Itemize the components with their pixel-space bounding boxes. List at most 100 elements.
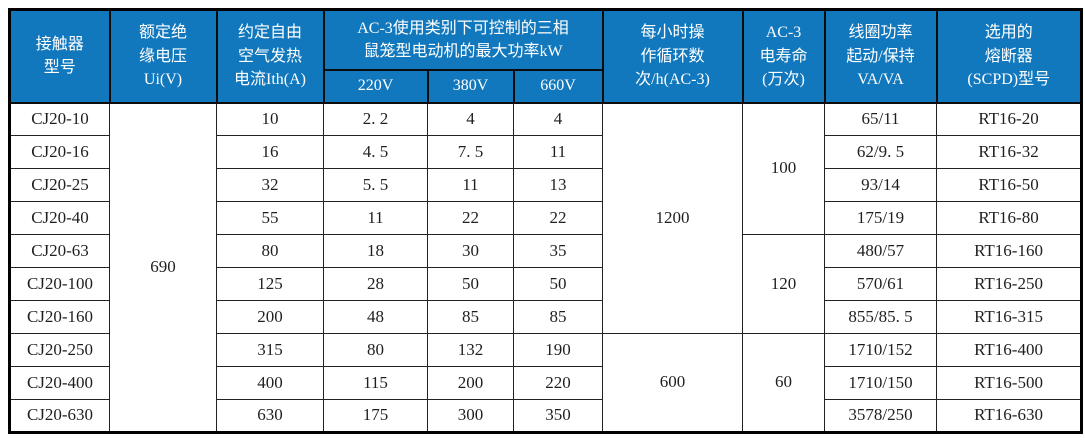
coil-power-cell: 62/9. 5 [824,135,938,169]
power-660-cell: 220 [512,366,604,400]
fuse-cell: RT16-400 [936,333,1083,367]
power-220-cell: 175 [323,399,428,433]
model-cell: CJ20-63 [9,234,110,268]
table-row: CJ20-250 315 80 132 190 600 60 1710/152 … [9,333,1083,433]
header-380v: 380V [426,68,515,104]
cycles-cell: 600 [602,333,744,433]
model-cell: CJ20-10 [9,102,110,136]
power-220-cell: 4. 5 [323,135,428,169]
table-row: CJ20-630 630 175 300 350 3578/250 RT16-6… [9,399,1083,433]
table-row: CJ20-40 55 11 22 22 175/19 RT16-80 [9,201,1083,235]
table-row: CJ20-400 400 115 200 220 1710/150 RT16-5… [9,366,1083,400]
header-model: 接触器 型号 [8,8,111,104]
power-220-cell: 2. 2 [323,102,428,136]
fuse-cell: RT16-630 [936,399,1083,433]
power-380-cell: 85 [427,300,514,334]
fuse-cell: RT16-160 [936,234,1083,268]
fuse-cell: RT16-250 [936,267,1083,301]
power-660-cell: 11 [512,135,604,169]
thermal-current-cell: 125 [216,267,324,301]
fuse-cell: RT16-500 [936,366,1083,400]
life-cell: 100 [742,102,826,235]
header-coil-power: 线圈功率 起动/保持 VA/VA [823,8,938,104]
header-fuse: 选用的 熔断器 (SCPD)型号 [935,8,1083,104]
model-cell: CJ20-40 [9,201,110,235]
fuse-cell: RT16-32 [936,135,1083,169]
thermal-current-cell: 16 [216,135,324,169]
table-header: 接触器 型号 额定绝 缘电压 Ui(V) 约定自由 空气发热 电流Ith(A) … [8,8,1083,104]
power-220-cell: 48 [323,300,428,334]
coil-power-cell: 3578/250 [824,399,938,433]
power-380-cell: 11 [427,168,514,202]
power-380-cell: 7. 5 [427,135,514,169]
power-660-cell: 350 [512,399,604,433]
thermal-current-cell: 32 [216,168,324,202]
model-cell: CJ20-16 [9,135,110,169]
coil-power-cell: 175/19 [824,201,938,235]
power-380-cell: 132 [427,333,514,367]
thermal-current-cell: 630 [216,399,324,433]
table-row: CJ20-63 80 18 30 35 120 480/57 RT16-160 [9,234,1083,334]
coil-power-cell: 65/11 [824,102,938,136]
power-380-cell: 200 [427,366,514,400]
thermal-current-cell: 315 [216,333,324,367]
fuse-cell: RT16-50 [936,168,1083,202]
power-220-cell: 5. 5 [323,168,428,202]
coil-power-cell: 855/85. 5 [824,300,938,334]
model-cell: CJ20-25 [9,168,110,202]
power-220-cell: 18 [323,234,428,268]
cycles-cell: 1200 [602,102,744,334]
thermal-current-cell: 55 [216,201,324,235]
power-660-cell: 13 [512,168,604,202]
contactor-spec-table: 接触器 型号 额定绝 缘电压 Ui(V) 约定自由 空气发热 电流Ith(A) … [8,8,1084,434]
power-220-cell: 80 [323,333,428,367]
fuse-cell: RT16-80 [936,201,1083,235]
thermal-current-cell: 400 [216,366,324,400]
model-cell: CJ20-100 [9,267,110,301]
model-cell: CJ20-400 [9,366,110,400]
header-power-group: AC-3使用类别下可控制的三相 鼠笼型电动机的最大功率kW [322,8,604,71]
fuse-cell: RT16-315 [936,300,1083,334]
power-660-cell: 190 [512,333,604,367]
life-cell: 120 [742,234,826,334]
power-220-cell: 115 [323,366,428,400]
thermal-current-cell: 10 [216,102,324,136]
power-380-cell: 22 [427,201,514,235]
header-insulation-voltage: 额定绝 缘电压 Ui(V) [108,8,218,104]
coil-power-cell: 1710/150 [824,366,938,400]
header-220v: 220V [322,68,429,104]
power-660-cell: 85 [512,300,604,334]
model-cell: CJ20-160 [9,300,110,334]
power-220-cell: 11 [323,201,428,235]
power-220-cell: 28 [323,267,428,301]
header-cycles: 每小时操 作循环数 次/h(AC-3) [601,8,744,104]
power-660-cell: 35 [512,234,604,268]
power-660-cell: 22 [512,201,604,235]
table-row: CJ20-10 690 10 2. 2 4 4 1200 100 65/11 R… [9,102,1083,433]
table-row: CJ20-100 125 28 50 50 570/61 RT16-250 [9,267,1083,301]
power-380-cell: 30 [427,234,514,268]
coil-power-cell: 93/14 [824,168,938,202]
table-body: CJ20-10 690 10 2. 2 4 4 1200 100 65/11 R… [9,102,1083,433]
life-cell: 60 [742,333,826,433]
coil-power-cell: 1710/152 [824,333,938,367]
power-380-cell: 50 [427,267,514,301]
insulation-voltage-cell: 690 [109,102,217,433]
model-cell: CJ20-250 [9,333,110,367]
header-electrical-life: AC-3 电寿命 (万次) [741,8,826,104]
power-660-cell: 4 [512,102,604,136]
power-660-cell: 50 [512,267,604,301]
model-cell: CJ20-630 [9,399,110,433]
header-thermal-current: 约定自由 空气发热 电流Ith(A) [215,8,325,104]
header-660v: 660V [512,68,604,104]
power-380-cell: 300 [427,399,514,433]
thermal-current-cell: 200 [216,300,324,334]
coil-power-cell: 570/61 [824,267,938,301]
fuse-cell: RT16-20 [936,102,1083,136]
thermal-current-cell: 80 [216,234,324,268]
power-380-cell: 4 [427,102,514,136]
coil-power-cell: 480/57 [824,234,938,268]
table-row: CJ20-25 32 5. 5 11 13 93/14 RT16-50 [9,168,1083,202]
table-row: CJ20-160 200 48 85 85 855/85. 5 RT16-315 [9,300,1083,334]
